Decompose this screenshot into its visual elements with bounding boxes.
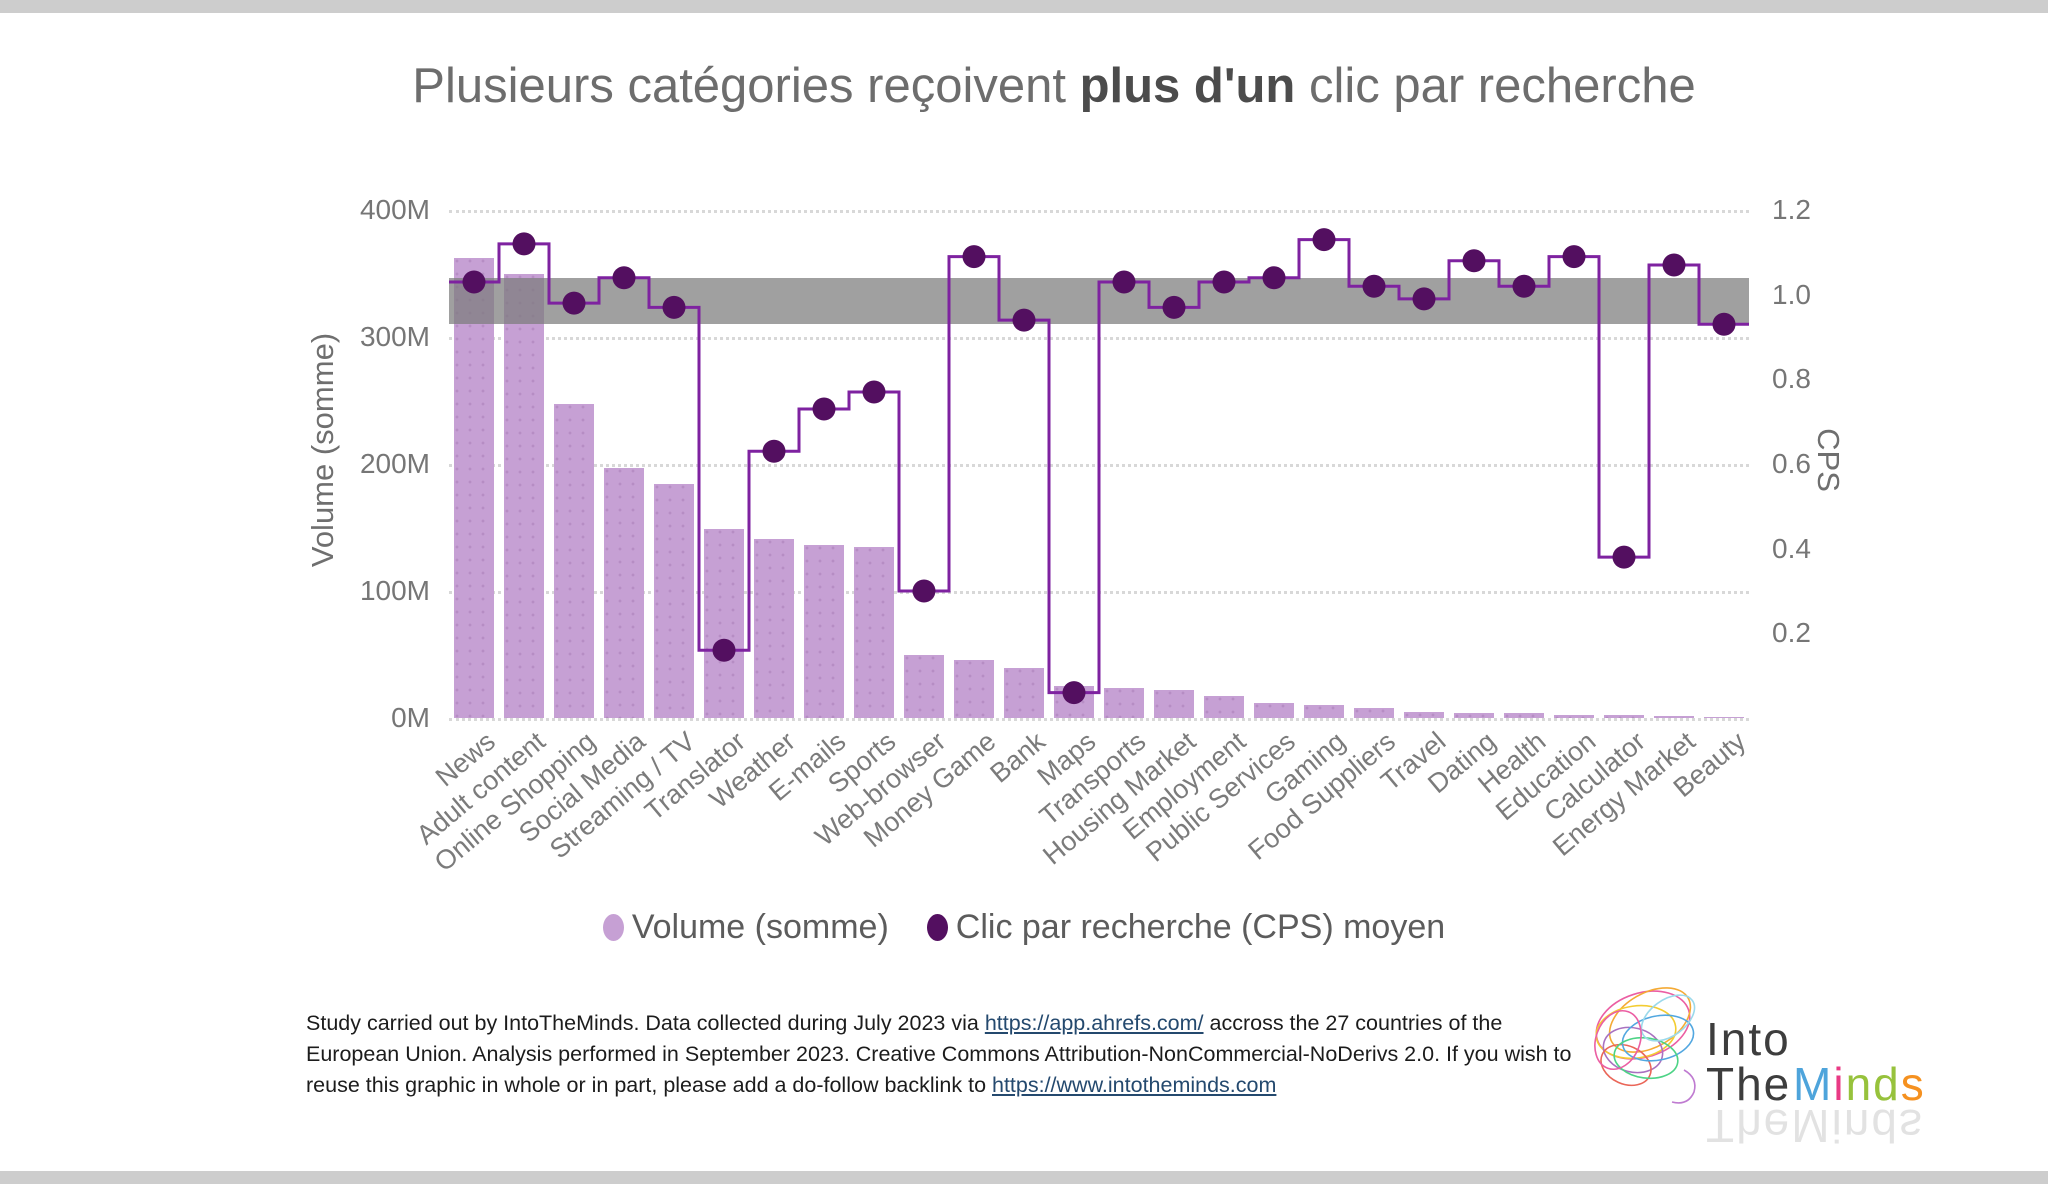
window-top-edge — [0, 0, 2048, 13]
cps-dot-dating — [1462, 249, 1486, 273]
volume-bar-web-browser — [904, 654, 944, 718]
gridline — [449, 210, 1749, 213]
volume-bar-food-suppliers — [1354, 707, 1394, 718]
footer-link[interactable]: https://www.intotheminds.com — [992, 1073, 1277, 1097]
legend: Volume (somme) Clic par recherche (CPS) m… — [0, 908, 2048, 947]
cps-dot-translator — [712, 638, 736, 662]
gridline — [449, 718, 1749, 721]
footer-credits: Study carried out by IntoTheMinds. Data … — [306, 1008, 1598, 1101]
cps-dot-food-suppliers — [1362, 274, 1386, 298]
volume-bar-sports — [854, 546, 894, 718]
cps-dot-housing-market — [1162, 295, 1186, 319]
cps-dot-calculator — [1612, 545, 1636, 569]
cps-dot-adult-content — [512, 232, 536, 256]
left-axis-tick: 400M — [359, 194, 430, 225]
legend-dot — [602, 914, 624, 941]
volume-bar-travel — [1404, 711, 1444, 718]
cps-dot-online-shopping — [562, 291, 586, 315]
logo-text-the: The — [1706, 1058, 1791, 1110]
volume-bar-education — [1554, 714, 1594, 718]
legend-item-1: Clic par recherche (CPS) moyen — [926, 908, 1446, 947]
right-axis-tick: 0.8 — [1772, 363, 1811, 395]
left-axis-tick: 300M — [359, 321, 430, 352]
legend-dot — [926, 914, 948, 941]
volume-bar-health — [1504, 712, 1544, 718]
footer-text: Study carried out by IntoTheMinds. Data … — [306, 1011, 985, 1035]
cps-dot-maps — [1062, 681, 1086, 705]
brain-scribble-icon — [1594, 987, 1696, 1104]
cps-dot-bank — [1012, 308, 1036, 332]
volume-bar-adult-content — [504, 273, 544, 718]
volume-bar-beauty — [1704, 716, 1744, 718]
volume-bar-housing-market — [1154, 690, 1194, 718]
cps-dot-web-browser — [912, 579, 936, 603]
chart-title: Plusieurs catégories reçoivent plus d'un… — [0, 58, 2048, 114]
cps-dot-public-services — [1262, 266, 1286, 290]
volume-bar-employment — [1204, 696, 1244, 718]
volume-bar-transports — [1104, 687, 1144, 718]
volume-bar-streaming-tv — [654, 484, 694, 718]
cps-dot-travel — [1412, 287, 1436, 311]
cps-step-line-layer — [449, 228, 1749, 705]
legend-label: Volume (somme) — [631, 908, 889, 946]
right-axis-tick: 1.0 — [1772, 278, 1811, 310]
cps-dot-weather — [762, 439, 786, 463]
cps-dot-gaming — [1312, 228, 1336, 252]
logo-text-into: Into — [1706, 1013, 1791, 1065]
title-bold: plus d'un — [1079, 59, 1296, 113]
cps-dot-sports — [862, 380, 886, 404]
title-prefix: Plusieurs catégories reçoivent — [412, 59, 1080, 113]
right-axis-tick: 0.2 — [1772, 617, 1811, 649]
cps-dot-beauty — [1712, 312, 1736, 336]
right-axis-tick: 1.2 — [1772, 194, 1811, 225]
legend-label: Clic par recherche (CPS) moyen — [955, 908, 1446, 946]
volume-bar-bank — [1004, 668, 1044, 718]
footer-link[interactable]: https://app.ahrefs.com/ — [984, 1011, 1204, 1035]
title-suffix: clic par recherche — [1295, 59, 1696, 113]
cps-dot-money-game — [962, 245, 986, 269]
cps-dot-streaming-tv — [662, 295, 686, 319]
volume-bar-calculator — [1604, 715, 1644, 718]
legend-item-0: Volume (somme) — [602, 908, 889, 947]
cps-dot-social-media — [612, 266, 636, 290]
volume-bar-dating — [1454, 712, 1494, 718]
volume-bar-money-game — [954, 659, 994, 718]
cps-dot-energy-market — [1662, 253, 1686, 277]
left-axis-tick: 200M — [359, 448, 430, 479]
volume-bar-public-services — [1254, 702, 1294, 718]
volume-bar-gaming — [1304, 705, 1344, 718]
volume-bar-social-media — [604, 467, 644, 718]
left-axis-tick: 0M — [391, 702, 430, 733]
cps-step-line — [449, 238, 1749, 695]
volume-bar-energy-market — [1654, 716, 1694, 718]
logo-text-minds: Minds — [1793, 1058, 1926, 1110]
cps-dot-e-mails — [812, 397, 836, 421]
cps-dot-employment — [1212, 270, 1236, 294]
volume-bar-e-mails — [804, 545, 844, 718]
right-axis-tick: 0.4 — [1772, 532, 1811, 564]
plot-area — [449, 210, 1749, 721]
cps-dot-news — [462, 270, 486, 294]
volume-bar-weather — [754, 538, 794, 718]
cps-dot-transports — [1112, 270, 1136, 294]
logo-reflection: TheMinds — [1706, 1100, 1924, 1150]
intotheminds-logo: Into The Minds TheMinds — [1594, 987, 1926, 1150]
right-axis-tick: 0.6 — [1772, 448, 1811, 479]
cps-dot-education — [1562, 245, 1586, 269]
window-bottom-edge — [0, 1171, 2048, 1184]
left-axis-tick: 100M — [359, 575, 430, 606]
footer-text: accross the 27 countries of the European… — [306, 1011, 1572, 1097]
volume-bar-translator — [704, 528, 744, 718]
volume-bar-online-shopping — [554, 404, 594, 718]
volume-bar-news — [454, 258, 494, 718]
cps-dot-health — [1512, 274, 1536, 298]
